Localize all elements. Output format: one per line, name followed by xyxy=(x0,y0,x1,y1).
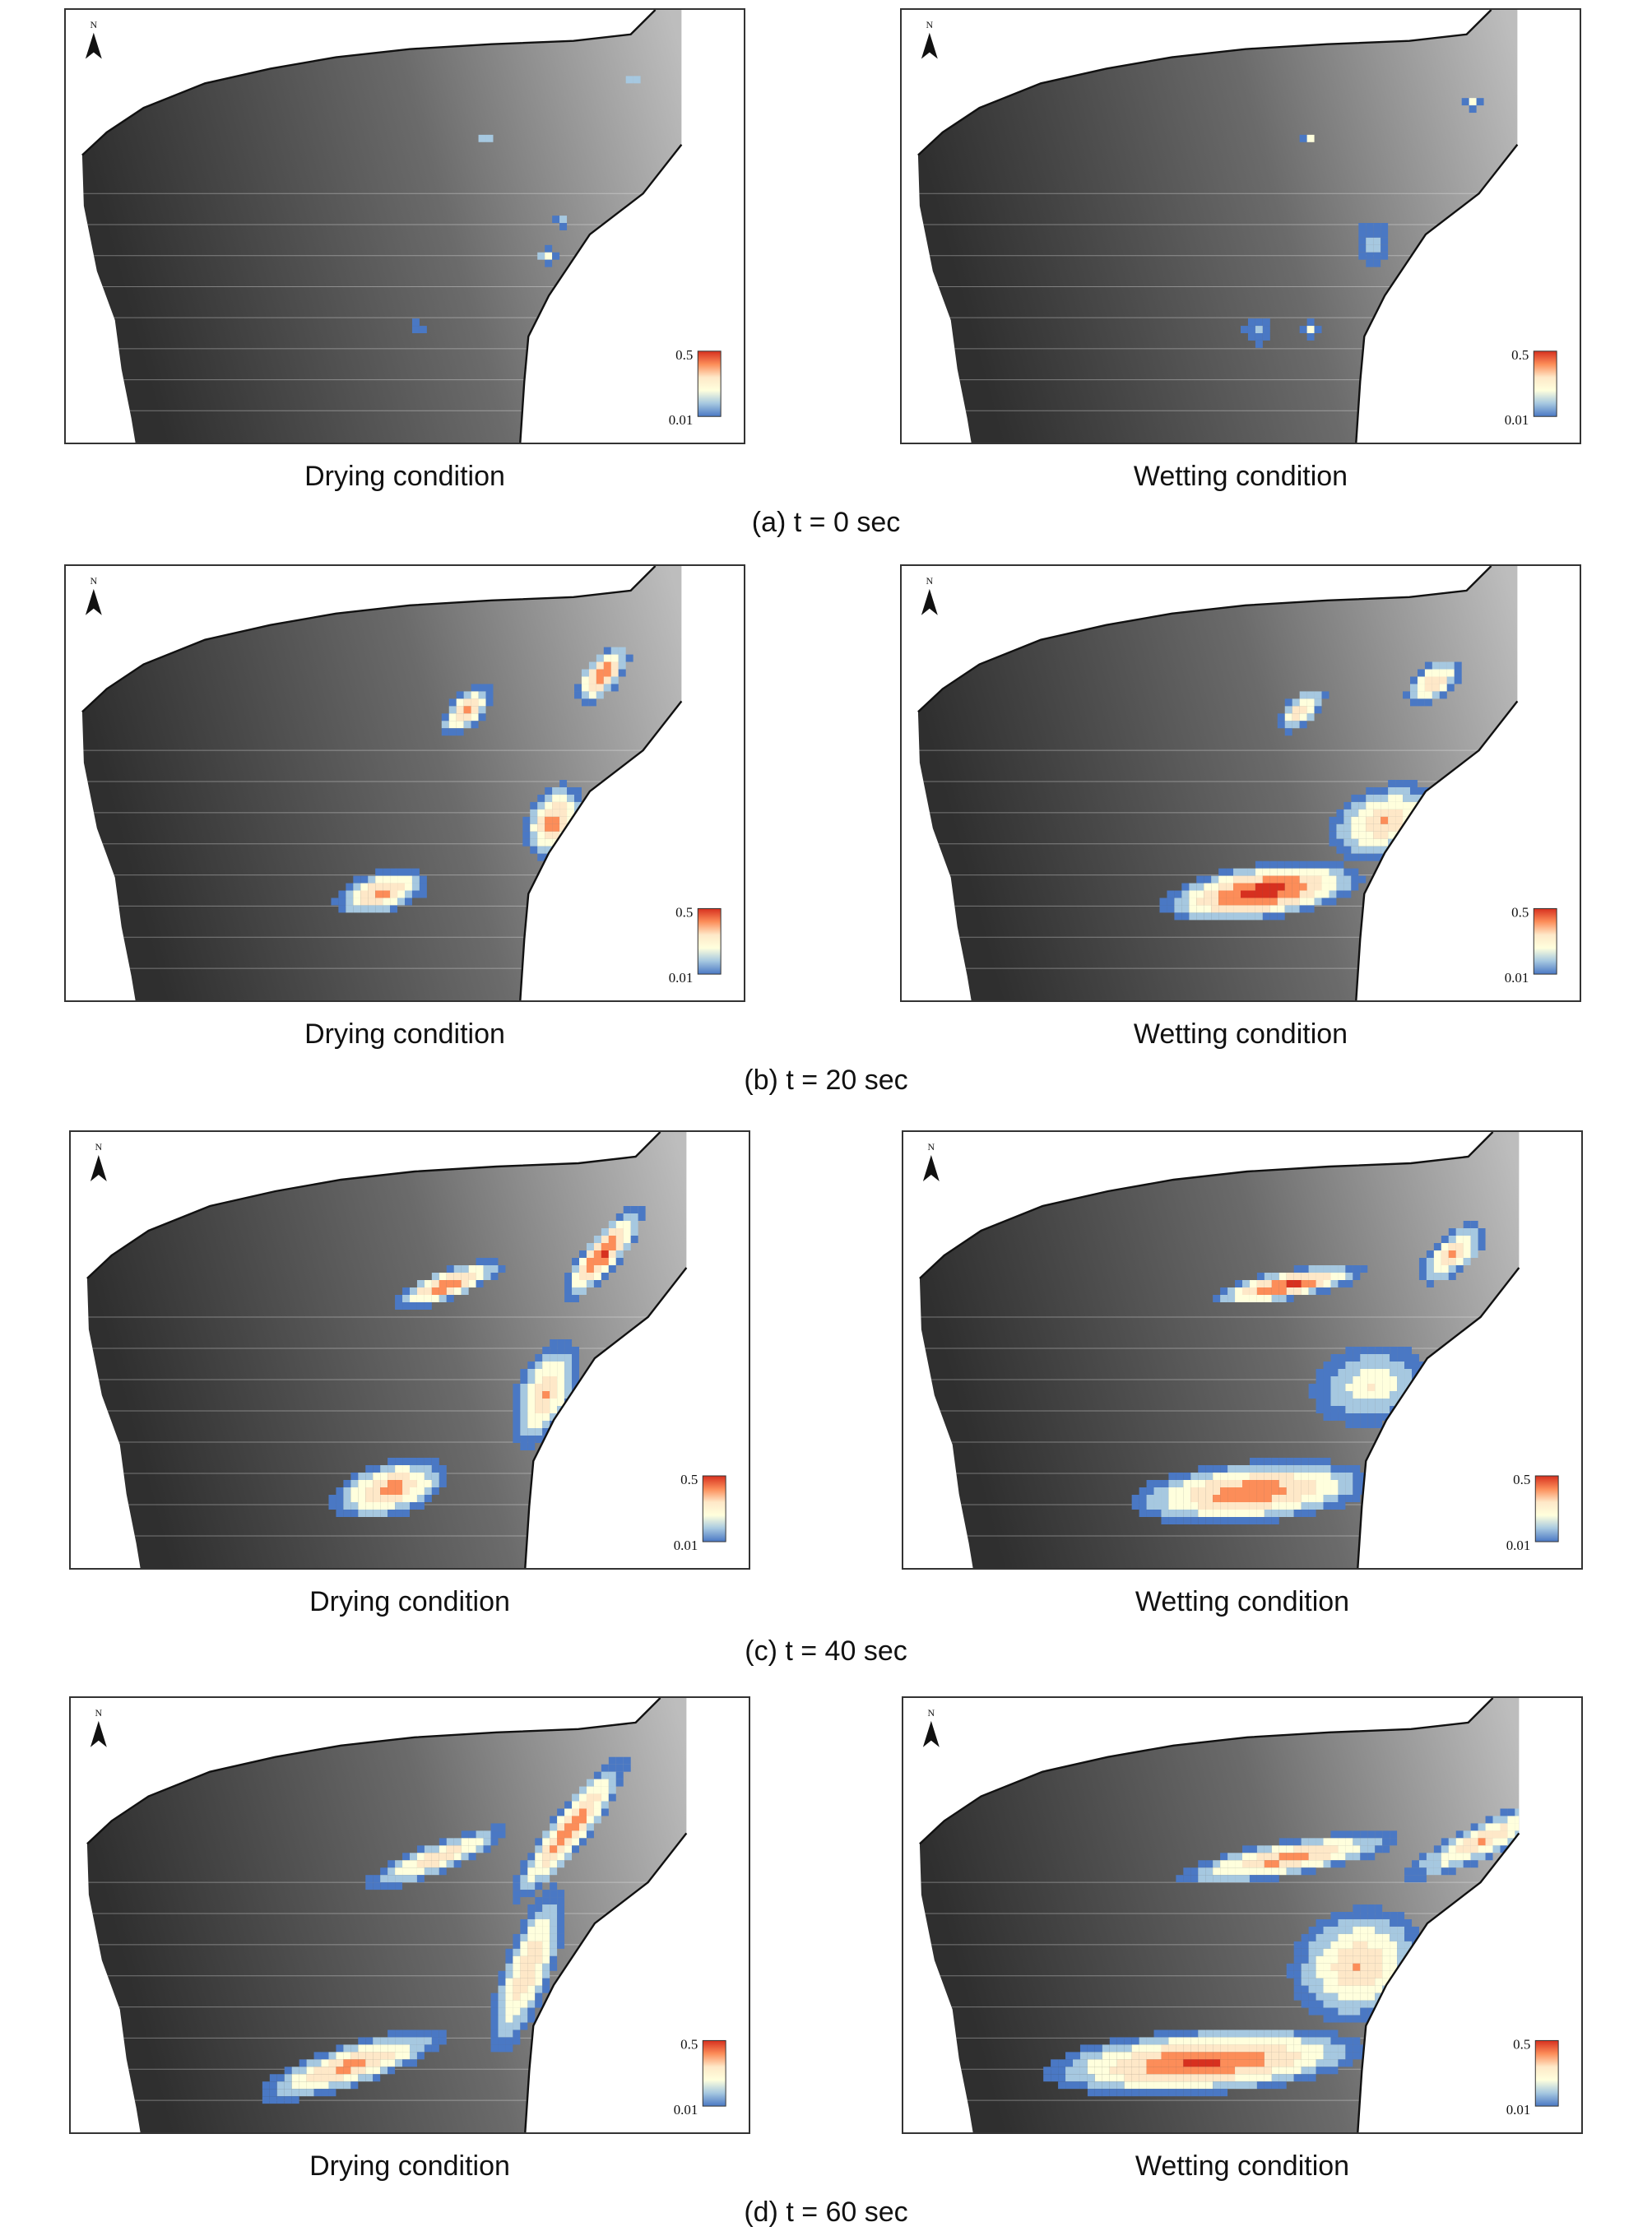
concentration-layer xyxy=(1131,1221,1486,1524)
legend-max-label: 0.5 xyxy=(1511,347,1529,363)
map-panel-d-drying: N 0.5 0.01 xyxy=(69,1696,750,2134)
panel-label-b-wetting: Wetting condition xyxy=(1133,1018,1348,1050)
panel-label-c-drying: Drying condition xyxy=(309,1586,510,1617)
row-caption-b: (b) t = 20 sec xyxy=(744,1065,908,1096)
panel-label-d-wetting: Wetting condition xyxy=(1135,2150,1350,2182)
legend-min-label: 0.01 xyxy=(1506,2102,1531,2118)
legend-max-label: 0.5 xyxy=(675,347,693,363)
legend-min-label: 0.01 xyxy=(1506,1538,1531,1553)
panel-label-a-drying: Drying condition xyxy=(304,461,505,492)
legend-max-label: 0.5 xyxy=(1513,1472,1530,1487)
legend-min-label: 0.01 xyxy=(669,970,694,986)
row-caption-d: (d) t = 60 sec xyxy=(744,2197,908,2228)
map-panel-b-wetting: N 0.5 0.01 xyxy=(900,564,1581,1002)
legend-max-label: 0.5 xyxy=(680,1472,698,1487)
north-label: N xyxy=(90,575,98,587)
map-panel-b-drying: N 0.5 0.01 xyxy=(64,564,745,1002)
map-panel-a-wetting: N 0.5 0.01 xyxy=(900,8,1581,444)
map-canvas: N 0.5 0.01 xyxy=(917,10,1557,443)
north-label: N xyxy=(95,1141,103,1153)
concentration-layer xyxy=(328,1206,646,1517)
north-arrow-icon: N xyxy=(85,19,102,59)
north-arrow-icon: N xyxy=(90,1707,107,1747)
legend-min-label: 0.01 xyxy=(674,1538,698,1553)
terrain xyxy=(917,566,1518,1000)
legend-min-label: 0.01 xyxy=(669,412,694,428)
terrain xyxy=(86,1698,687,2132)
north-label: N xyxy=(926,19,934,30)
north-label: N xyxy=(926,575,934,587)
map-canvas: N 0.5 0.01 xyxy=(919,1698,1559,2132)
legend: 0.5 0.01 xyxy=(1506,1472,1559,1553)
legend: 0.5 0.01 xyxy=(1505,347,1557,428)
terrain xyxy=(81,566,682,1000)
legend: 0.5 0.01 xyxy=(674,1472,726,1553)
concentration-layer xyxy=(262,1756,631,2104)
map-canvas: N 0.5 0.01 xyxy=(81,566,722,1000)
terrain xyxy=(919,1698,1520,2132)
north-label: N xyxy=(928,1141,935,1153)
map-canvas: N 0.5 0.01 xyxy=(81,10,722,443)
map-canvas: N 0.5 0.01 xyxy=(86,1132,726,1568)
north-label: N xyxy=(90,19,98,30)
north-arrow-icon: N xyxy=(921,19,938,59)
panel-label-c-wetting: Wetting condition xyxy=(1135,1586,1350,1617)
map-canvas: N 0.5 0.01 xyxy=(86,1698,726,2132)
legend-max-label: 0.5 xyxy=(675,904,693,920)
legend-min-label: 0.01 xyxy=(1505,970,1529,986)
terrain xyxy=(917,10,1518,443)
legend-max-label: 0.5 xyxy=(1513,2036,1530,2052)
north-arrow-icon: N xyxy=(922,1141,940,1181)
legend: 0.5 0.01 xyxy=(1505,904,1557,986)
north-arrow-icon: N xyxy=(90,1141,107,1181)
legend-max-label: 0.5 xyxy=(680,2036,698,2052)
north-arrow-icon: N xyxy=(921,575,938,615)
panel-label-a-wetting: Wetting condition xyxy=(1133,461,1348,492)
map-panel-c-drying: N 0.5 0.01 xyxy=(69,1130,750,1570)
legend: 0.5 0.01 xyxy=(669,347,722,428)
concentration-layer xyxy=(411,76,641,334)
terrain xyxy=(919,1132,1520,1568)
map-panel-c-wetting: N 0.5 0.01 xyxy=(902,1130,1583,1570)
legend: 0.5 0.01 xyxy=(674,2036,726,2118)
legend-max-label: 0.5 xyxy=(1511,904,1529,920)
north-label: N xyxy=(928,1707,935,1719)
row-caption-a: (a) t = 0 sec xyxy=(751,507,901,538)
terrain xyxy=(86,1132,687,1568)
concentration-layer xyxy=(1241,98,1484,348)
legend: 0.5 0.01 xyxy=(1506,2036,1559,2118)
legend-min-label: 0.01 xyxy=(674,2102,698,2118)
map-canvas: N 0.5 0.01 xyxy=(917,566,1557,1000)
panel-label-b-drying: Drying condition xyxy=(304,1018,505,1050)
panel-label-d-drying: Drying condition xyxy=(309,2150,510,2182)
row-caption-c: (c) t = 40 sec xyxy=(745,1635,907,1667)
map-panel-a-drying: N 0.5 0.01 xyxy=(64,8,745,444)
north-arrow-icon: N xyxy=(922,1707,940,1747)
north-arrow-icon: N xyxy=(85,575,102,615)
terrain xyxy=(81,10,682,443)
concentration-layer xyxy=(1043,1808,1520,2097)
concentration-layer xyxy=(331,647,633,913)
map-canvas: N 0.5 0.01 xyxy=(919,1132,1559,1568)
legend: 0.5 0.01 xyxy=(669,904,722,986)
map-panel-d-wetting: N 0.5 0.01 xyxy=(902,1696,1583,2134)
north-label: N xyxy=(95,1707,103,1719)
legend-min-label: 0.01 xyxy=(1505,412,1529,428)
